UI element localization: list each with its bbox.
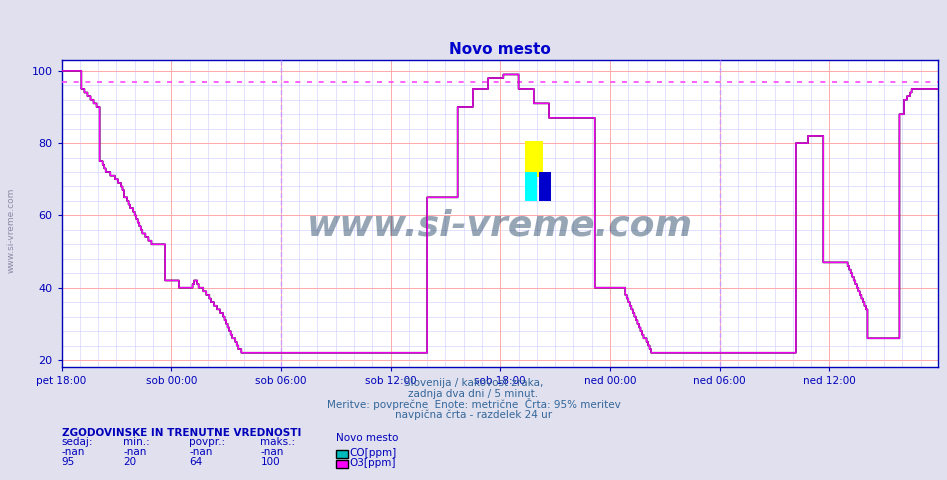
- Text: -nan: -nan: [189, 447, 213, 457]
- Bar: [525, 141, 544, 177]
- Bar: [539, 172, 551, 201]
- Text: Meritve: povprečne  Enote: metrične  Črta: 95% meritev: Meritve: povprečne Enote: metrične Črta:…: [327, 397, 620, 409]
- Title: Novo mesto: Novo mesto: [449, 42, 550, 58]
- Text: -nan: -nan: [62, 447, 85, 457]
- Text: 95: 95: [62, 456, 75, 467]
- Text: Novo mesto: Novo mesto: [336, 432, 399, 443]
- Text: -nan: -nan: [260, 447, 284, 457]
- Text: CO[ppm]: CO[ppm]: [349, 448, 397, 458]
- Text: -nan: -nan: [123, 447, 147, 457]
- Text: Slovenija / kakovost zraka,: Slovenija / kakovost zraka,: [403, 378, 544, 388]
- Text: www.si-vreme.com: www.si-vreme.com: [7, 188, 16, 273]
- Bar: [525, 172, 537, 201]
- Text: 20: 20: [123, 456, 136, 467]
- Text: 64: 64: [189, 456, 203, 467]
- Text: povpr.:: povpr.:: [189, 437, 225, 447]
- Text: maks.:: maks.:: [260, 437, 295, 447]
- Text: zadnja dva dni / 5 minut.: zadnja dva dni / 5 minut.: [408, 389, 539, 399]
- Text: ZGODOVINSKE IN TRENUTNE VREDNOSTI: ZGODOVINSKE IN TRENUTNE VREDNOSTI: [62, 428, 301, 438]
- Text: O3[ppm]: O3[ppm]: [349, 457, 396, 468]
- Text: www.si-vreme.com: www.si-vreme.com: [307, 209, 692, 243]
- Text: 100: 100: [260, 456, 280, 467]
- Text: min.:: min.:: [123, 437, 150, 447]
- Text: navpična črta - razdelek 24 ur: navpična črta - razdelek 24 ur: [395, 409, 552, 420]
- Text: sedaj:: sedaj:: [62, 437, 93, 447]
